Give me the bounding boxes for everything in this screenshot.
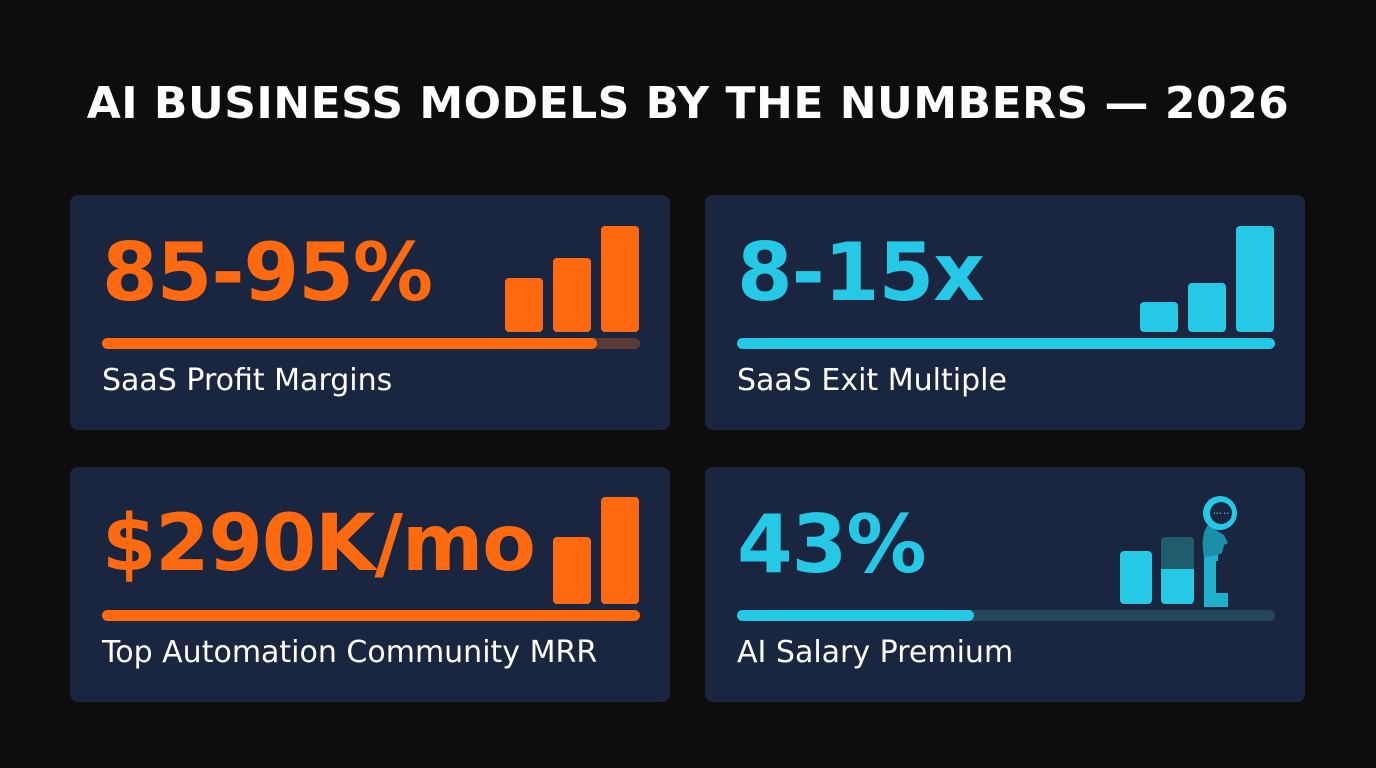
svg-text:••• ••: ••• ••: [1213, 511, 1229, 517]
stat-value: 43%: [737, 498, 926, 591]
stat-value: 85-95%: [102, 226, 433, 319]
stat-label: Top Automation Community MRR: [102, 635, 598, 670]
stat-card-exit-multiple: 8-15x SaaS Exit Multiple: [705, 195, 1305, 430]
progress-fill: [102, 338, 597, 349]
stat-label: SaaS Exit Multiple: [737, 363, 1007, 398]
progress-fill: [737, 610, 974, 621]
stat-card-salary-premium: 43% ••• •• AI Salary Premium: [705, 467, 1305, 702]
stat-value: 8-15x: [737, 226, 985, 319]
progress-bar: [102, 338, 640, 349]
stat-value: $290K/mo: [102, 499, 536, 589]
stat-card-profit-margins: 85-95% SaaS Profit Margins: [70, 195, 670, 430]
progress-fill: [102, 610, 640, 621]
progress-fill: [737, 338, 1275, 349]
progress-bar: [737, 610, 1275, 621]
page-title: AI BUSINESS MODELS BY THE NUMBERS — 2026: [86, 78, 1290, 129]
progress-bar: [102, 610, 640, 621]
progress-bar: [737, 338, 1275, 349]
stat-label: SaaS Profit Margins: [102, 363, 393, 398]
stat-card-community-mrr: $290K/mo Top Automation Community MRR: [70, 467, 670, 702]
stat-label: AI Salary Premium: [737, 635, 1014, 670]
